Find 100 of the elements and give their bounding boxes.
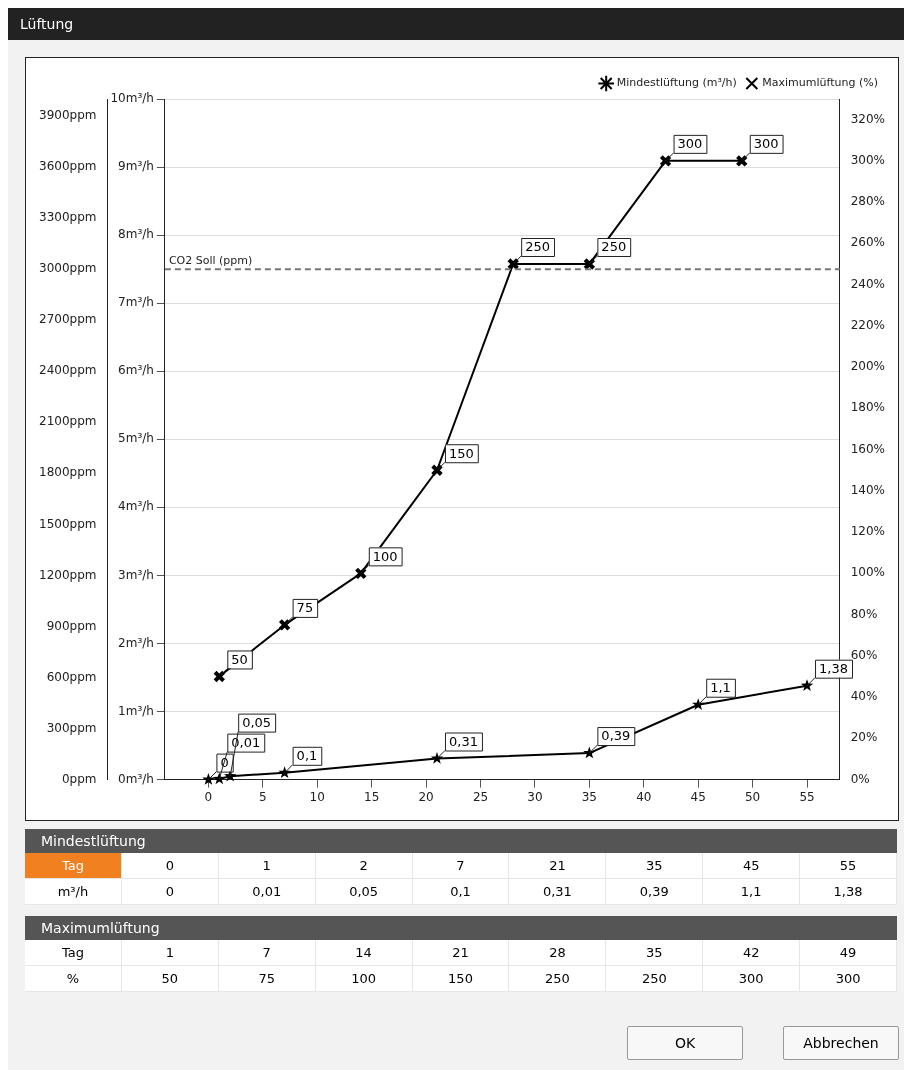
legend-label: Mindestlüftung (m³/h) [616, 76, 737, 90]
data-label: 0 [220, 754, 229, 770]
data-label: 0,1 [296, 748, 318, 764]
y3-tick-label: 600ppm [46, 669, 97, 684]
text: 55 [800, 853, 898, 878]
text: 0 [165, 884, 174, 899]
data-label: 1,1 [710, 680, 731, 696]
y3-tick-label: 2700ppm [38, 312, 97, 327]
y2-tick-label: 60% [850, 647, 878, 662]
y-tick-label: 6m³/h [118, 363, 154, 378]
y-tick-label: 10m³/h [110, 91, 154, 106]
x-tick-label: 5 [259, 789, 267, 804]
text: 28 [509, 940, 607, 965]
text: 1,1 [740, 884, 762, 899]
data-label: 75 [296, 600, 314, 616]
data-label: 150 [448, 445, 474, 461]
text: 49 [800, 940, 898, 965]
x-tick-label: 45 [690, 789, 706, 804]
y2-tick-label: 140% [850, 482, 886, 497]
text: 35 [606, 940, 704, 965]
data-label: 0,01 [231, 734, 261, 750]
text: Maximumlüftung [25, 916, 897, 940]
y2-tick-label: 40% [850, 689, 878, 704]
text: 75 [258, 971, 275, 986]
text: 1 [218, 853, 316, 878]
y2-tick-label: 280% [850, 194, 886, 209]
text: 0,05 [349, 884, 379, 899]
text: Lüftung [8, 8, 904, 40]
x-tick-label: 35 [581, 789, 597, 804]
data-label: 300 [677, 136, 703, 152]
text: OK [627, 1026, 743, 1060]
x-tick-label: 55 [799, 789, 815, 804]
data-label: 300 [753, 136, 779, 152]
text: 42 [703, 940, 801, 965]
y2-tick-label: 320% [850, 111, 886, 126]
y3-tick-label: 0ppm [61, 771, 97, 786]
text: 300 [738, 971, 764, 986]
y-tick-label: 5m³/h [118, 431, 154, 446]
y-tick-label: 2m³/h [118, 635, 154, 650]
text: 300 [835, 971, 861, 986]
text: Mindestlüftung [25, 829, 897, 853]
y2-tick-label: 0% [850, 771, 870, 786]
x-tick-label: 15 [364, 789, 380, 804]
y3-tick-label: 2400ppm [38, 363, 97, 378]
text: 0 [121, 853, 219, 878]
y-tick-label: 7m³/h [118, 295, 154, 310]
text: Tag [61, 945, 84, 960]
ref-line-label: CO2 Soll (ppm) [168, 253, 253, 267]
y-tick-label: 8m³/h [118, 227, 154, 242]
y2-tick-label: 180% [850, 400, 886, 415]
x-tick-label: 40 [636, 789, 652, 804]
y3-tick-label: 1800ppm [38, 465, 97, 480]
y2-tick-label: 160% [850, 441, 886, 456]
data-label: 100 [372, 548, 398, 564]
y-tick-label: 4m³/h [118, 499, 154, 514]
text: 35 [606, 853, 704, 878]
text: 150 [448, 971, 473, 986]
data-label: 0,05 [242, 714, 272, 730]
text: 0,1 [450, 884, 471, 899]
x-tick-label: 20 [418, 789, 434, 804]
y-tick-label: 1m³/h [118, 703, 154, 718]
data-label: 250 [601, 239, 627, 255]
data-label: 250 [525, 239, 550, 255]
y3-tick-label: 3900ppm [38, 108, 97, 123]
text: 0,39 [639, 884, 669, 899]
text: 2 [315, 853, 413, 878]
text: % [25, 966, 122, 991]
text: 45 [703, 853, 801, 878]
y-tick-label: 0m³/h [118, 771, 154, 786]
text: 14 [315, 940, 413, 965]
data-label: 0,31 [448, 733, 478, 749]
y3-tick-label: 1200ppm [38, 567, 97, 582]
y-tick-label: 9m³/h [118, 159, 154, 174]
text: 250 [544, 971, 570, 986]
point [430, 752, 444, 764]
x-tick-label: 10 [309, 789, 325, 804]
y3-tick-label: 3300ppm [38, 210, 97, 225]
text: 250 [641, 971, 667, 986]
data-label: 1,38 [819, 661, 848, 677]
text: 1 [121, 940, 219, 965]
y-tick-label: 3m³/h [118, 567, 154, 582]
point [692, 698, 705, 710]
x-tick-label: 50 [744, 789, 761, 804]
y3-tick-label: 3000ppm [38, 261, 97, 276]
text: Tag [25, 853, 122, 878]
text: 100 [351, 971, 377, 986]
y3-tick-label: 1500ppm [38, 516, 97, 531]
text: Abbrechen [783, 1026, 899, 1060]
point [202, 773, 215, 785]
text: 0,31 [542, 884, 572, 899]
x-tick-label: 0 [204, 789, 213, 804]
text: 21 [412, 940, 510, 965]
y3-tick-label: 3600ppm [38, 159, 97, 174]
y2-tick-label: 220% [850, 317, 886, 332]
data-label: 0,39 [601, 728, 631, 744]
y3-tick-label: 300ppm [46, 720, 97, 735]
y2-tick-label: 200% [850, 359, 886, 374]
y2-tick-label: 240% [850, 276, 886, 291]
text: m³/h [25, 879, 122, 904]
y2-tick-label: 300% [850, 153, 886, 167]
